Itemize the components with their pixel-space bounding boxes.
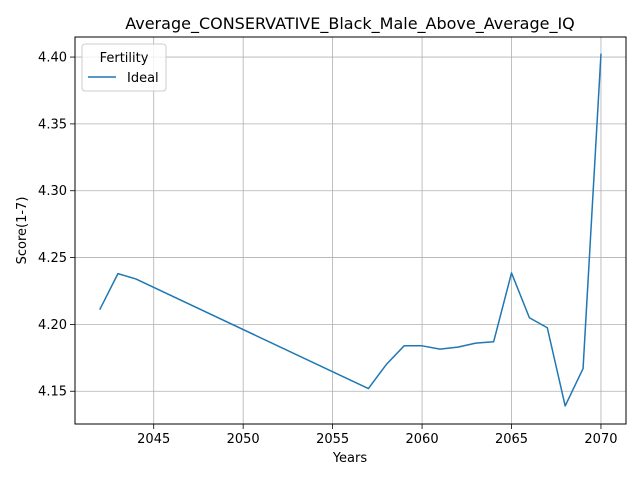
plot-frame [74,36,627,425]
legend: Fertility Ideal [81,43,167,92]
y-tick-label: 4.30 [38,184,67,199]
y-axis-title: Score(1-7) [15,197,30,265]
series-line-ideal [99,53,602,407]
x-tick-label: 2055 [316,432,349,447]
y-tick-label: 4.25 [38,251,67,266]
y-tick-label: 4.35 [38,117,67,132]
y-tick-label: 4.15 [38,385,67,400]
x-tick-label: 2070 [584,432,617,447]
x-axis-title: Years [332,451,368,466]
legend-label-ideal: Ideal [127,71,159,86]
y-axis-ticks: 4.15 4.20 4.25 4.30 4.35 4.40 [38,51,75,400]
chart-title: Average_CONSERVATIVE_Black_Male_Above_Av… [125,14,575,34]
series-lines [99,53,602,407]
x-axis-ticks: 2045 2050 2055 2060 2065 2070 [137,424,618,447]
x-tick-label: 2050 [227,432,260,447]
grid [75,37,626,424]
legend-title: Fertility [100,51,149,66]
legend-box [81,43,167,92]
x-tick-label: 2060 [406,432,439,447]
x-tick-label: 2045 [137,432,170,447]
x-tick-label: 2065 [495,432,528,447]
y-tick-label: 4.40 [38,51,67,66]
y-tick-label: 4.20 [38,318,67,333]
